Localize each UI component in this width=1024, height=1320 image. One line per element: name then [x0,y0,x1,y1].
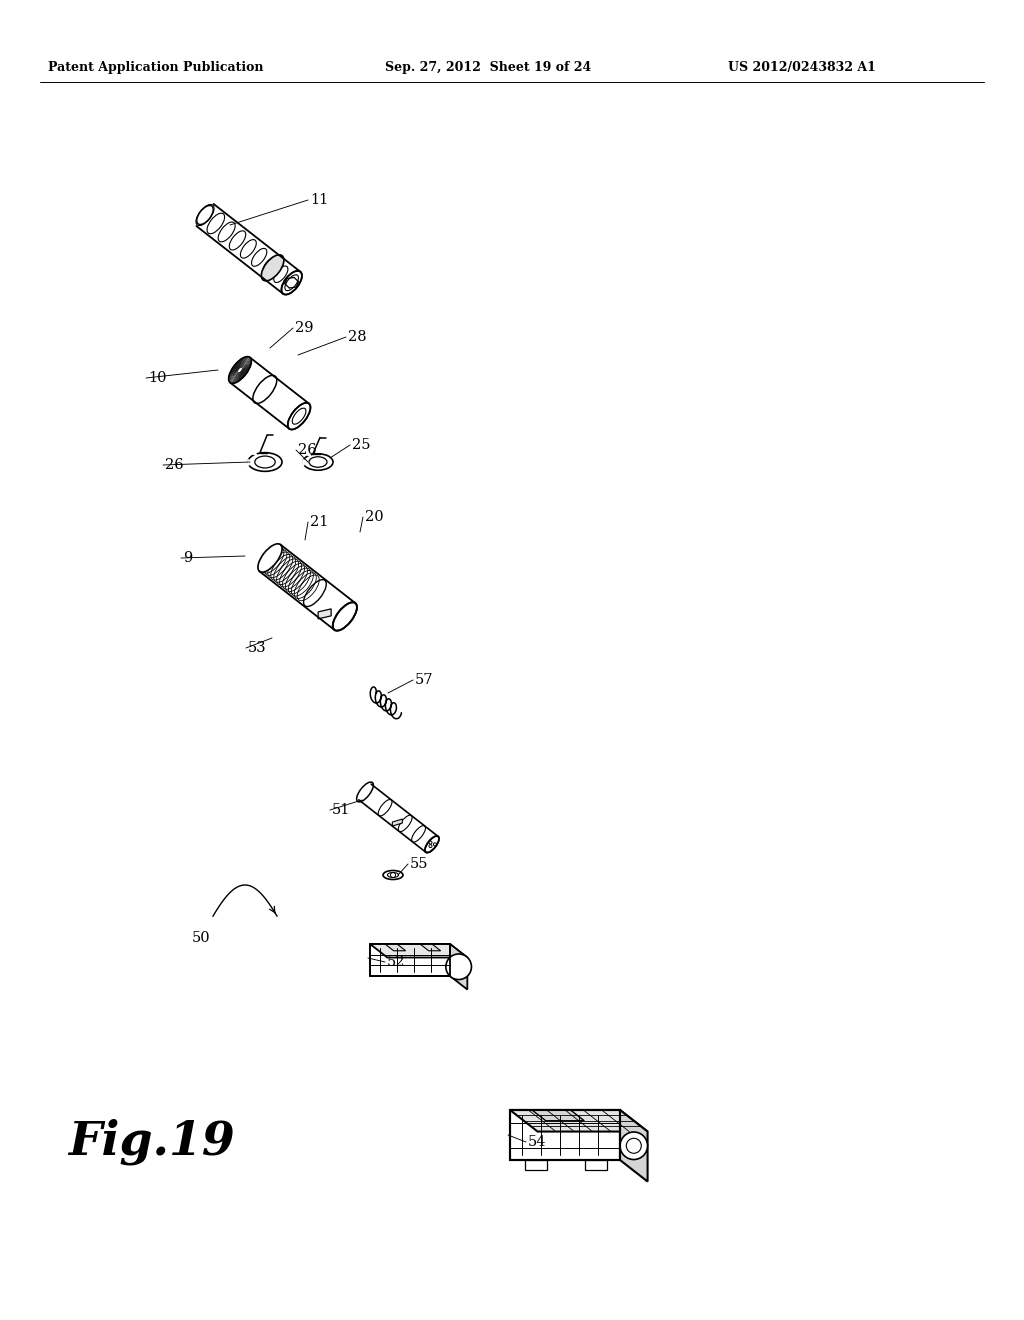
Ellipse shape [621,1133,647,1159]
Text: 53: 53 [248,642,266,655]
Text: 52: 52 [387,954,406,969]
Text: 26: 26 [165,458,183,473]
Polygon shape [420,944,440,950]
Polygon shape [318,609,331,619]
Ellipse shape [445,954,471,979]
Polygon shape [370,944,450,975]
Ellipse shape [356,781,374,803]
Polygon shape [370,944,467,957]
Text: 20: 20 [365,510,384,524]
Text: 29: 29 [295,321,313,335]
Text: 25: 25 [352,438,371,451]
Text: 21: 21 [310,515,329,529]
Polygon shape [585,1160,607,1170]
Text: 11: 11 [310,193,329,207]
Text: US 2012/0243832 A1: US 2012/0243832 A1 [728,62,876,74]
Ellipse shape [228,356,251,383]
Ellipse shape [258,544,282,572]
Polygon shape [620,1110,647,1181]
Ellipse shape [425,836,439,853]
Text: 51: 51 [332,803,350,817]
Polygon shape [392,818,402,826]
Polygon shape [385,944,406,950]
Text: Fig.19: Fig.19 [68,1118,234,1166]
Ellipse shape [282,271,302,294]
Text: 54: 54 [528,1135,547,1148]
Text: 57: 57 [415,673,433,686]
Text: 28: 28 [348,330,367,345]
Polygon shape [510,1110,647,1131]
Text: 50: 50 [193,931,211,945]
Polygon shape [450,944,467,990]
Polygon shape [532,1110,585,1121]
Ellipse shape [197,206,213,224]
Text: 9: 9 [183,550,193,565]
Ellipse shape [333,602,357,631]
Text: 55: 55 [410,857,428,871]
Ellipse shape [288,403,310,429]
Polygon shape [525,1160,547,1170]
Text: 26: 26 [298,444,316,457]
Text: Sep. 27, 2012  Sheet 19 of 24: Sep. 27, 2012 Sheet 19 of 24 [385,62,591,74]
Text: 10: 10 [148,371,167,385]
Ellipse shape [383,870,403,879]
Text: Patent Application Publication: Patent Application Publication [48,62,263,74]
Ellipse shape [261,255,284,281]
Polygon shape [510,1110,620,1160]
